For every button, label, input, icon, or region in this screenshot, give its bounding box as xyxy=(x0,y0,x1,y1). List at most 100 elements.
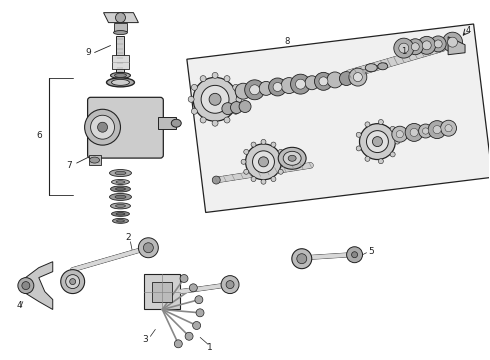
Circle shape xyxy=(18,278,34,293)
Circle shape xyxy=(212,176,220,184)
Circle shape xyxy=(221,276,239,293)
Circle shape xyxy=(356,146,361,151)
Circle shape xyxy=(224,117,230,123)
Circle shape xyxy=(189,284,197,292)
Circle shape xyxy=(327,72,343,88)
Circle shape xyxy=(442,32,463,52)
Circle shape xyxy=(22,282,30,289)
Circle shape xyxy=(252,151,274,173)
Circle shape xyxy=(422,41,431,50)
Circle shape xyxy=(261,139,266,144)
Ellipse shape xyxy=(115,195,126,199)
Circle shape xyxy=(292,249,312,269)
Circle shape xyxy=(405,123,423,141)
Circle shape xyxy=(245,144,281,180)
Ellipse shape xyxy=(115,171,126,175)
Circle shape xyxy=(116,13,125,23)
Circle shape xyxy=(445,125,452,132)
Ellipse shape xyxy=(111,203,130,209)
Circle shape xyxy=(395,139,400,144)
Circle shape xyxy=(250,85,260,95)
Polygon shape xyxy=(448,37,465,55)
Bar xyxy=(114,23,127,31)
Bar xyxy=(117,36,124,73)
Circle shape xyxy=(430,36,446,52)
Circle shape xyxy=(193,77,237,121)
Circle shape xyxy=(372,136,382,147)
Ellipse shape xyxy=(116,204,125,207)
Circle shape xyxy=(346,247,363,263)
Circle shape xyxy=(222,103,234,114)
Circle shape xyxy=(180,275,188,283)
Circle shape xyxy=(367,131,389,153)
Circle shape xyxy=(244,149,249,154)
Text: 2: 2 xyxy=(125,233,131,242)
Circle shape xyxy=(353,73,362,82)
Circle shape xyxy=(174,340,182,348)
Bar xyxy=(145,274,180,310)
Circle shape xyxy=(138,238,158,258)
Circle shape xyxy=(390,152,395,157)
Circle shape xyxy=(273,82,282,91)
Text: 3: 3 xyxy=(143,335,148,344)
Circle shape xyxy=(281,159,286,164)
Circle shape xyxy=(305,76,319,90)
Text: 5: 5 xyxy=(368,247,374,256)
Circle shape xyxy=(271,142,276,147)
Circle shape xyxy=(319,77,328,86)
Polygon shape xyxy=(23,262,53,310)
Circle shape xyxy=(98,122,107,132)
Circle shape xyxy=(144,243,153,253)
Ellipse shape xyxy=(111,72,130,78)
Polygon shape xyxy=(103,13,138,23)
Ellipse shape xyxy=(116,181,125,183)
Circle shape xyxy=(271,176,276,181)
Circle shape xyxy=(418,36,436,54)
Circle shape xyxy=(349,68,367,86)
Circle shape xyxy=(418,124,433,138)
Circle shape xyxy=(91,115,115,139)
Circle shape xyxy=(212,72,218,78)
Circle shape xyxy=(390,126,395,131)
Ellipse shape xyxy=(112,80,129,85)
Circle shape xyxy=(278,169,283,174)
Circle shape xyxy=(251,142,256,147)
Circle shape xyxy=(259,81,273,95)
Circle shape xyxy=(410,129,418,136)
Circle shape xyxy=(61,270,85,293)
Circle shape xyxy=(85,109,121,145)
Ellipse shape xyxy=(172,119,181,127)
Circle shape xyxy=(239,100,251,112)
Ellipse shape xyxy=(378,63,388,70)
Circle shape xyxy=(200,117,206,123)
Circle shape xyxy=(291,74,311,94)
Ellipse shape xyxy=(278,147,306,169)
Ellipse shape xyxy=(111,186,130,192)
Circle shape xyxy=(185,332,193,340)
Bar xyxy=(158,117,176,129)
Ellipse shape xyxy=(112,211,129,216)
Text: 1: 1 xyxy=(207,343,213,352)
Ellipse shape xyxy=(365,64,377,72)
Circle shape xyxy=(192,108,197,114)
Circle shape xyxy=(235,83,251,99)
Circle shape xyxy=(428,121,446,139)
Circle shape xyxy=(340,72,353,85)
Text: 7: 7 xyxy=(66,161,72,170)
Circle shape xyxy=(259,157,269,167)
Circle shape xyxy=(201,85,229,113)
Circle shape xyxy=(209,93,221,105)
Circle shape xyxy=(396,131,403,138)
Ellipse shape xyxy=(116,213,125,215)
Circle shape xyxy=(233,84,239,90)
Circle shape xyxy=(422,128,429,134)
Circle shape xyxy=(392,126,408,142)
Text: 4: 4 xyxy=(466,26,471,35)
Circle shape xyxy=(378,159,383,164)
Text: 1: 1 xyxy=(401,48,407,57)
FancyBboxPatch shape xyxy=(88,97,163,158)
Circle shape xyxy=(192,84,197,90)
Bar xyxy=(112,55,129,69)
Ellipse shape xyxy=(90,157,99,163)
Circle shape xyxy=(360,124,395,159)
